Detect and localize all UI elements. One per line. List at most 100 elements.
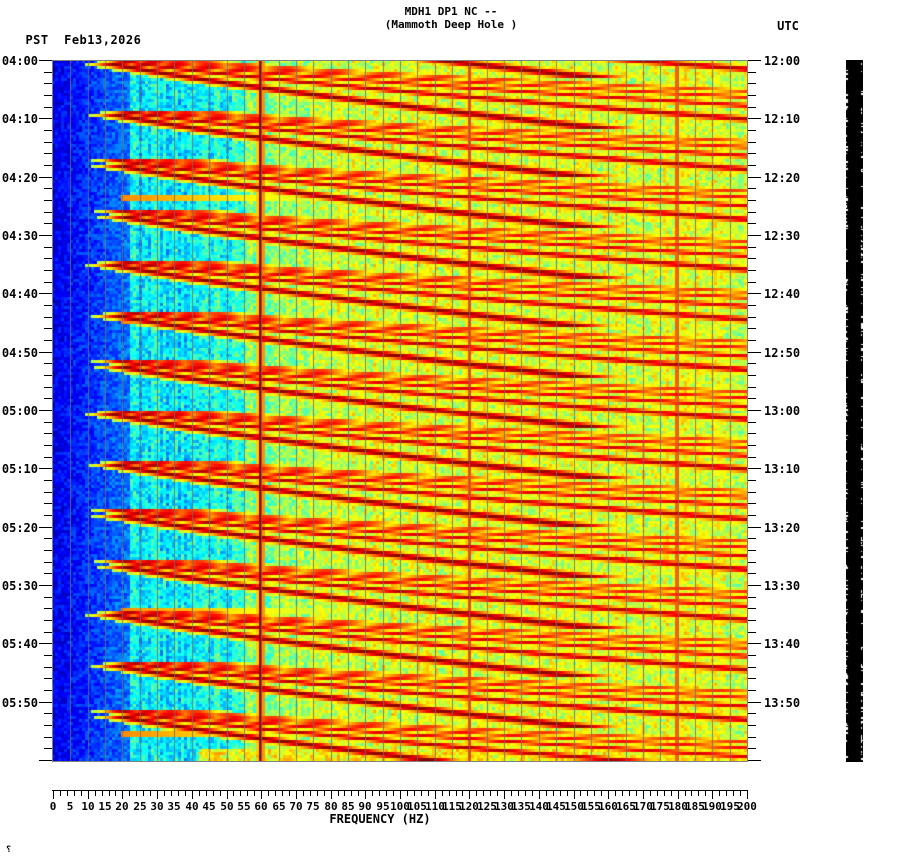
x-axis-tick: [636, 790, 637, 796]
x-axis-tick: [414, 790, 415, 796]
y-axis-left-tick: [39, 60, 52, 61]
y-axis-left-label: 05:10: [1, 462, 38, 476]
y-axis-right-tick: [748, 643, 761, 644]
y-axis-right-tick: [748, 352, 761, 353]
y-axis-right-tick: [748, 95, 756, 96]
y-axis-right-label: 13:30: [764, 579, 801, 593]
y-axis-left-tick: [44, 398, 52, 399]
spectrogram-plot[interactable]: [52, 60, 748, 762]
x-axis-tick: [351, 790, 352, 796]
y-axis-left-label: 04:40: [1, 287, 38, 301]
y-axis-left-tick: [44, 95, 52, 96]
y-axis-left-tick: [44, 212, 52, 213]
y-axis-left-tick: [44, 130, 52, 131]
x-axis-label: 75: [306, 800, 320, 813]
x-axis-tick: [282, 790, 283, 796]
x-axis-tick: [129, 790, 130, 796]
y-axis-left-tick: [44, 690, 52, 691]
x-axis-tick: [532, 790, 533, 796]
y-axis-right-tick: [748, 515, 756, 516]
x-axis-tick: [539, 790, 540, 799]
x-axis-label: 55: [237, 800, 251, 813]
x-axis-label: 150: [564, 800, 584, 813]
y-axis-right-tick: [748, 270, 756, 271]
spectrogram-canvas[interactable]: [53, 61, 747, 761]
x-axis-tick: [560, 790, 561, 796]
y-axis-left-tick: [44, 573, 52, 574]
y-axis-right-tick: [748, 328, 756, 329]
data-availability-bar: [846, 60, 863, 762]
x-axis-label: 0: [49, 800, 57, 813]
x-axis-label: 20: [115, 800, 129, 813]
x-axis-tick: [456, 790, 457, 796]
x-axis-tick: [150, 790, 151, 796]
x-axis-tick: [671, 790, 672, 796]
x-axis-tick: [476, 790, 477, 796]
y-axis-left-tick: [44, 725, 52, 726]
x-axis-tick: [81, 790, 82, 796]
y-axis-left-tick: [44, 503, 52, 504]
x-axis-tick: [678, 790, 679, 799]
y-axis-right-tick: [748, 527, 761, 528]
y-axis-right-label: 12:20: [764, 171, 801, 185]
y-axis-left-tick: [44, 608, 52, 609]
x-axis-tick: [546, 790, 547, 796]
y-axis-left-tick: [39, 118, 52, 119]
y-axis-right-tick: [748, 725, 756, 726]
x-axis-tick: [178, 790, 179, 796]
y-axis-right-tick: [748, 562, 756, 563]
x-axis-tick: [511, 790, 512, 796]
x-axis-tick: [643, 790, 644, 799]
page-title-line2: (Mammoth Deep Hole ): [384, 18, 518, 31]
x-axis-label: 120: [459, 800, 479, 813]
y-axis-left-tick: [39, 235, 52, 236]
x-axis-label: 70: [289, 800, 303, 813]
x-axis-tick: [338, 790, 339, 796]
y-axis-left-tick: [44, 165, 52, 166]
x-axis-tick: [622, 790, 623, 796]
y-axis-right-tick: [748, 597, 756, 598]
y-axis-left-tick: [39, 293, 52, 294]
x-axis-tick: [185, 790, 186, 796]
x-axis-tick: [53, 790, 54, 799]
x-axis-tick: [115, 790, 116, 796]
y-axis-right-tick: [748, 678, 756, 679]
y-axis-right-tick: [748, 468, 761, 469]
x-axis-tick: [303, 790, 304, 796]
y-axis-left-tick: [44, 247, 52, 248]
y-axis-right-tick: [748, 387, 756, 388]
y-axis-right-tick: [748, 363, 756, 364]
y-axis-right-tick: [748, 130, 756, 131]
y-axis-left-tick: [44, 748, 52, 749]
y-axis-left-tick: [44, 375, 52, 376]
y-axis-right-tick: [748, 212, 756, 213]
y-axis-left-tick: [44, 153, 52, 154]
y-axis-right-tick: [748, 142, 756, 143]
y-axis-right-utc: 12:00 12:10 12:20 12:30 12:40 12:50 13:00 13:10…: [748, 0, 902, 864]
x-axis-label: 80: [324, 800, 338, 813]
y-axis-right-tick: [748, 235, 761, 236]
x-axis-label: 175: [650, 800, 670, 813]
x-axis-tick: [462, 790, 463, 796]
x-axis-label: 5: [66, 800, 74, 813]
x-axis-label: 200: [737, 800, 757, 813]
x-axis-tick: [233, 790, 234, 796]
y-axis-right-tick: [748, 410, 761, 411]
y-axis-right-tick: [748, 445, 756, 446]
y-axis-left-pst: 04:00 04:10 04:20 04:30 04:40 04:50 05:00 05:10…: [0, 0, 52, 864]
x-axis-tick: [67, 790, 68, 796]
x-axis-tick: [469, 790, 470, 799]
x-axis-tick: [525, 790, 526, 796]
y-axis-right-label: 13:20: [764, 521, 801, 535]
x-axis-tick: [74, 790, 75, 796]
x-axis-tick: [442, 790, 443, 796]
y-axis-right-tick: [748, 118, 761, 119]
x-axis-frequency: 0 5 10 15 20 25 30 35 40 45 50 55 60 65 70 75 80 85 90 95 10…: [0, 762, 902, 822]
x-axis-tick: [88, 790, 89, 799]
y-axis-left-tick: [44, 655, 52, 656]
y-axis-left-label: 05:50: [1, 696, 38, 710]
header-timezone-utc: UTC: [777, 19, 799, 33]
x-axis-tick: [587, 790, 588, 796]
y-axis-right-tick: [748, 667, 756, 668]
x-axis-tick: [310, 790, 311, 796]
